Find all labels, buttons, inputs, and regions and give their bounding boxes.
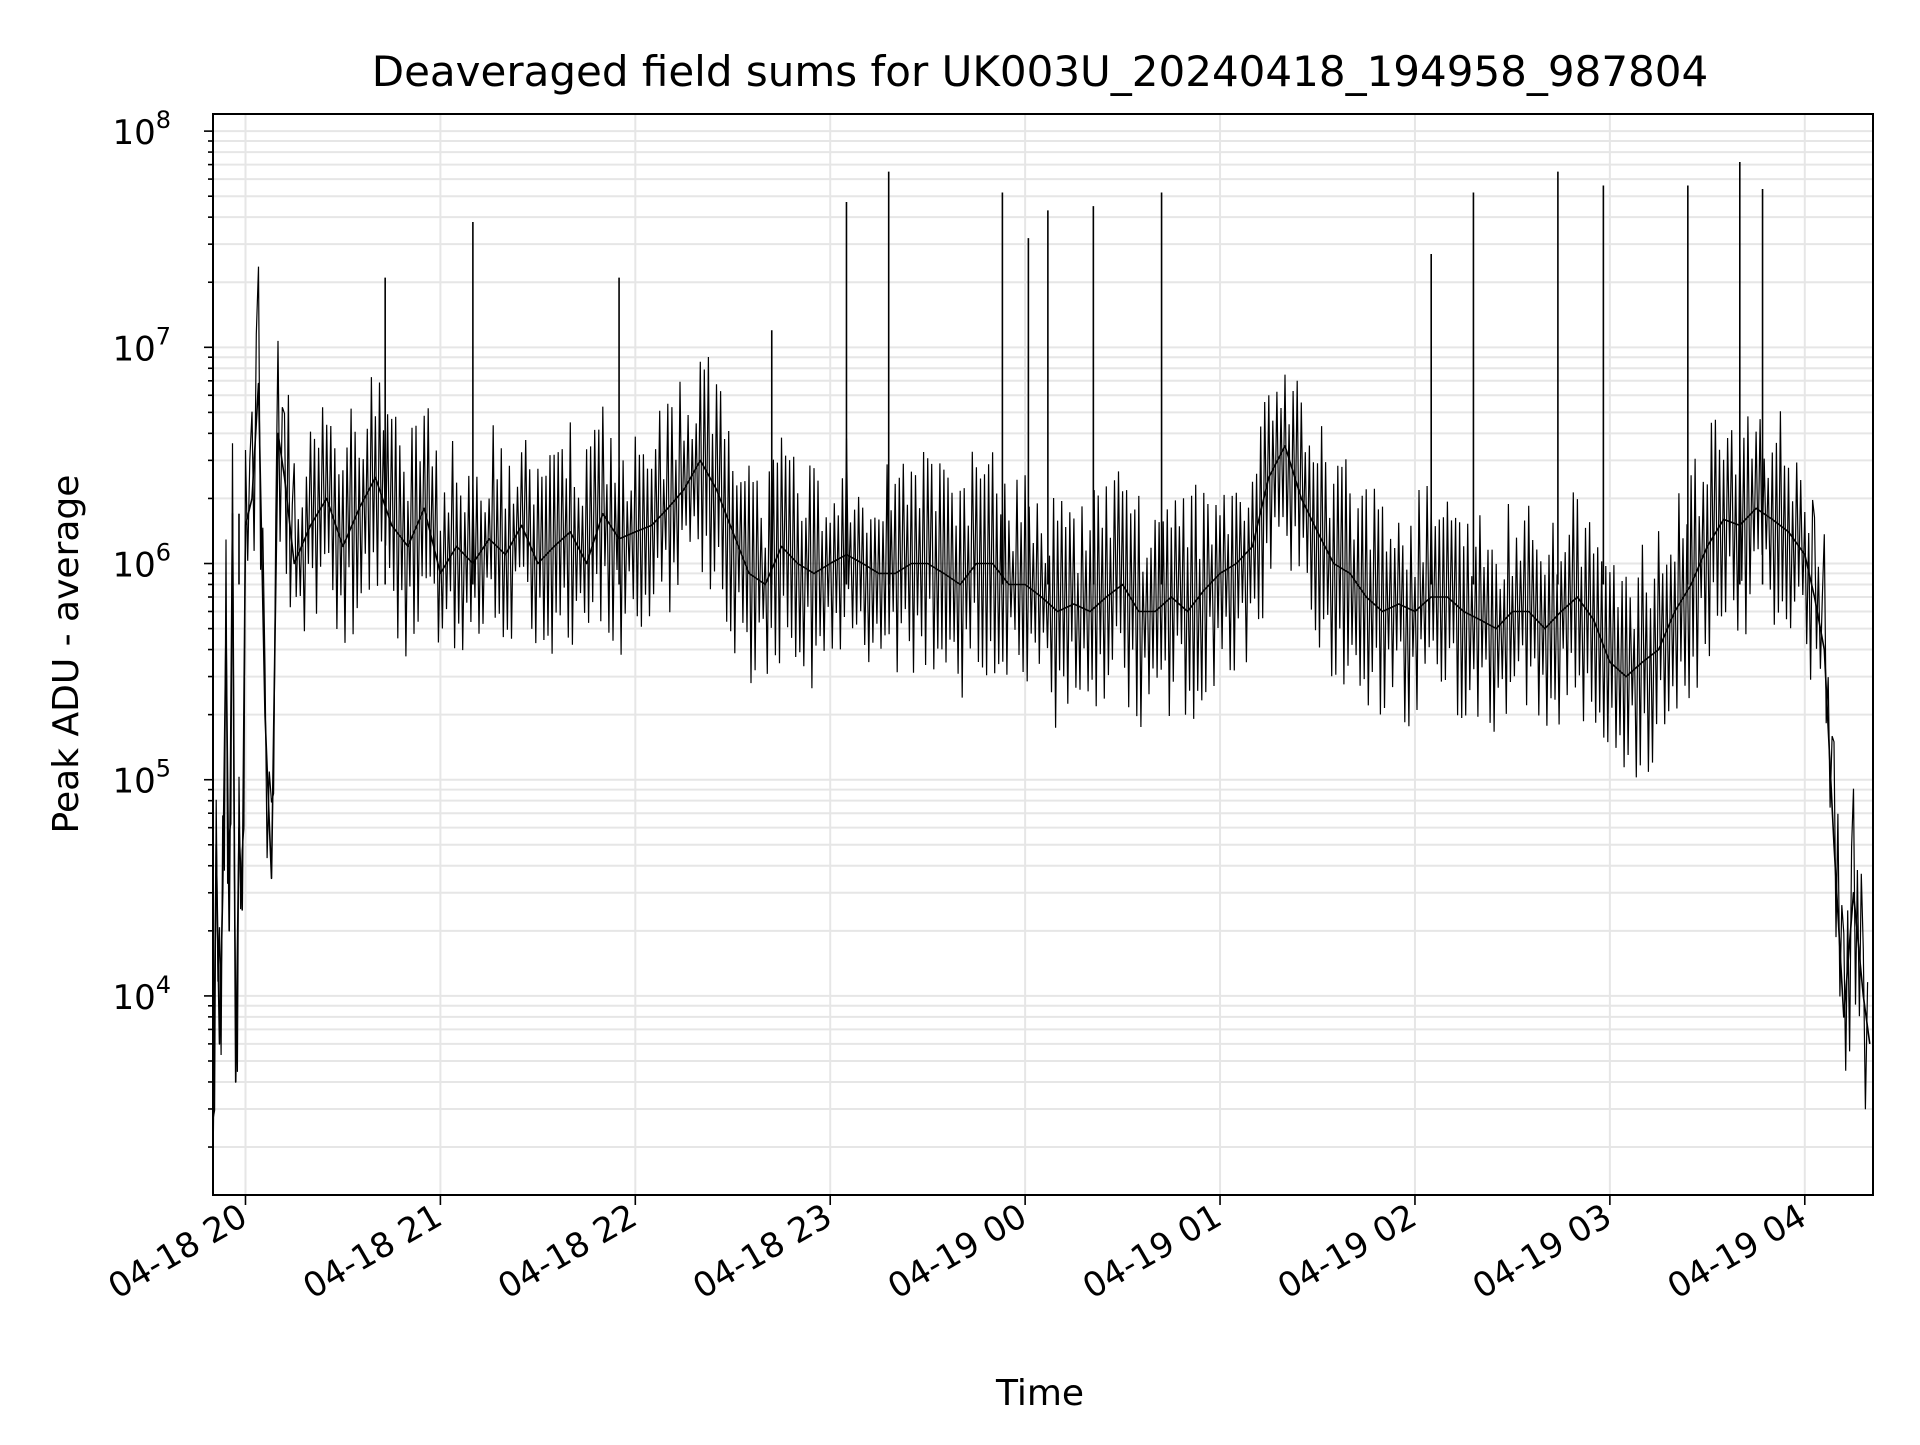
y-tick-exponent: 7 [156, 322, 171, 350]
y-tick-base: 10 [112, 113, 155, 153]
y-tick-label: 105 [112, 755, 171, 802]
y-tick-label: 108 [112, 106, 171, 153]
y-tick-label: 104 [112, 971, 171, 1018]
x-axis-label: Time [995, 1373, 1084, 1414]
y-axis-label: Peak ADU - average [46, 475, 87, 834]
y-tick-base: 10 [112, 762, 155, 802]
plot-frame [212, 113, 1874, 1196]
y-tick-base: 10 [112, 329, 155, 369]
chart-title: Deaveraged field sums for UK003U_2024041… [372, 47, 1708, 96]
data-layer [212, 161, 1871, 1152]
y-tick-exponent: 4 [156, 971, 171, 999]
y-tick-exponent: 8 [156, 106, 171, 134]
series-noise-trace [212, 266, 1869, 1120]
y-tick-label: 106 [112, 539, 171, 586]
y-tick-label: 107 [112, 322, 171, 369]
y-tick-base: 10 [112, 978, 155, 1018]
y-tick-base: 10 [112, 546, 155, 586]
y-tick-exponent: 5 [156, 755, 171, 783]
y-tick-exponent: 6 [156, 539, 171, 567]
series-line [212, 382, 1871, 1152]
